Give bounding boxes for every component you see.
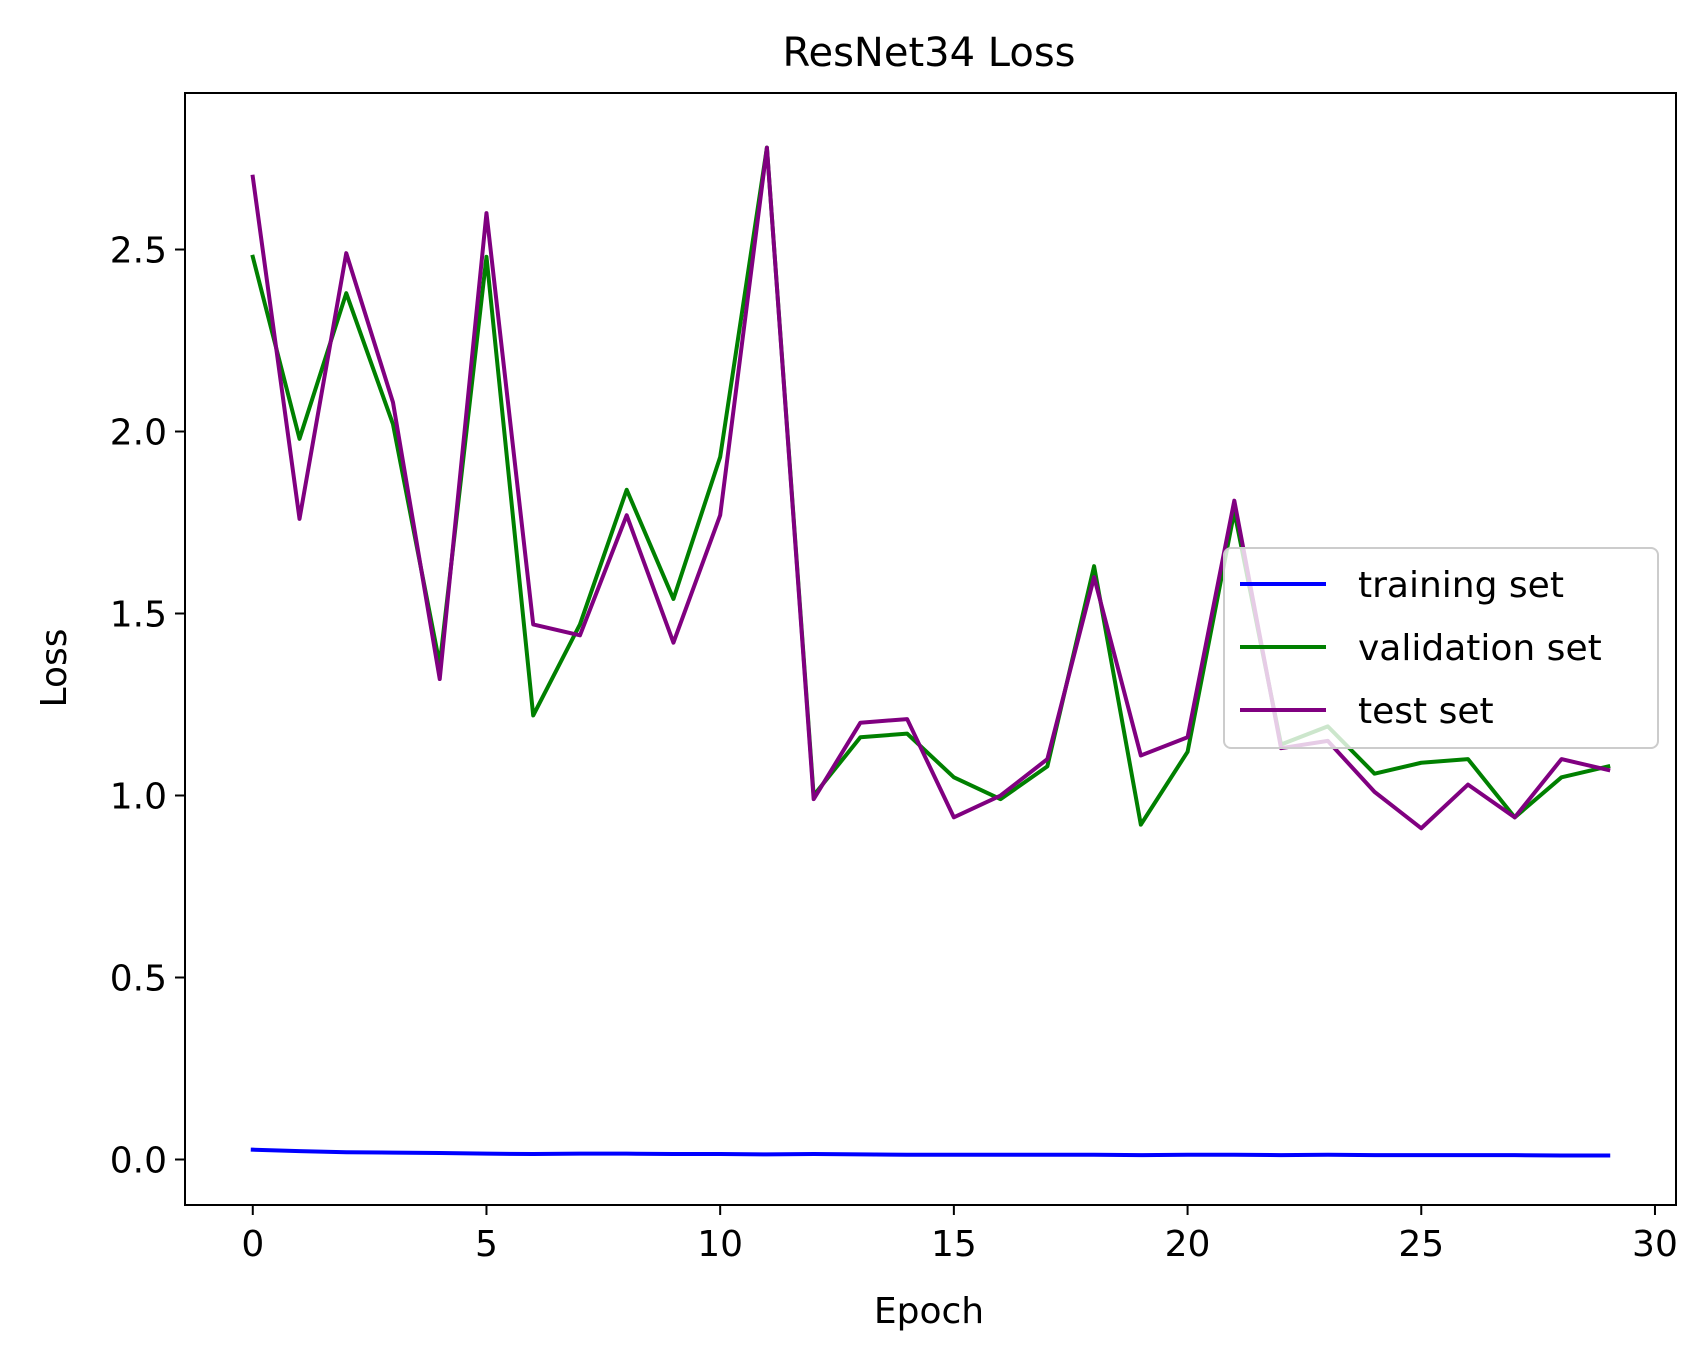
series-line-training-set xyxy=(253,1150,1608,1156)
x-tick-label: 0 xyxy=(241,1224,264,1265)
x-tick-label: 15 xyxy=(931,1224,977,1265)
legend-label: test set xyxy=(1358,691,1494,732)
y-tick-label: 2.0 xyxy=(110,413,167,454)
x-tick-label: 10 xyxy=(697,1224,743,1265)
legend: training set validation set test set xyxy=(1224,548,1658,748)
y-tick-label: 1.0 xyxy=(110,777,167,818)
x-axis-label: Epoch xyxy=(874,1291,984,1332)
y-axis-label: Loss xyxy=(34,629,75,708)
y-tick-label: 0.0 xyxy=(110,1141,167,1182)
x-tick-label: 20 xyxy=(1165,1224,1211,1265)
y-tick-label: 0.5 xyxy=(110,959,167,1000)
legend-label: training set xyxy=(1358,565,1564,606)
x-tick-label: 30 xyxy=(1632,1224,1678,1265)
legend-label: validation set xyxy=(1358,628,1602,669)
chart-title: ResNet34 Loss xyxy=(782,30,1075,76)
x-tick-label: 25 xyxy=(1398,1224,1444,1265)
x-tick-label: 5 xyxy=(475,1224,498,1265)
y-tick-label: 2.5 xyxy=(110,231,167,272)
y-tick-label: 1.5 xyxy=(110,595,167,636)
